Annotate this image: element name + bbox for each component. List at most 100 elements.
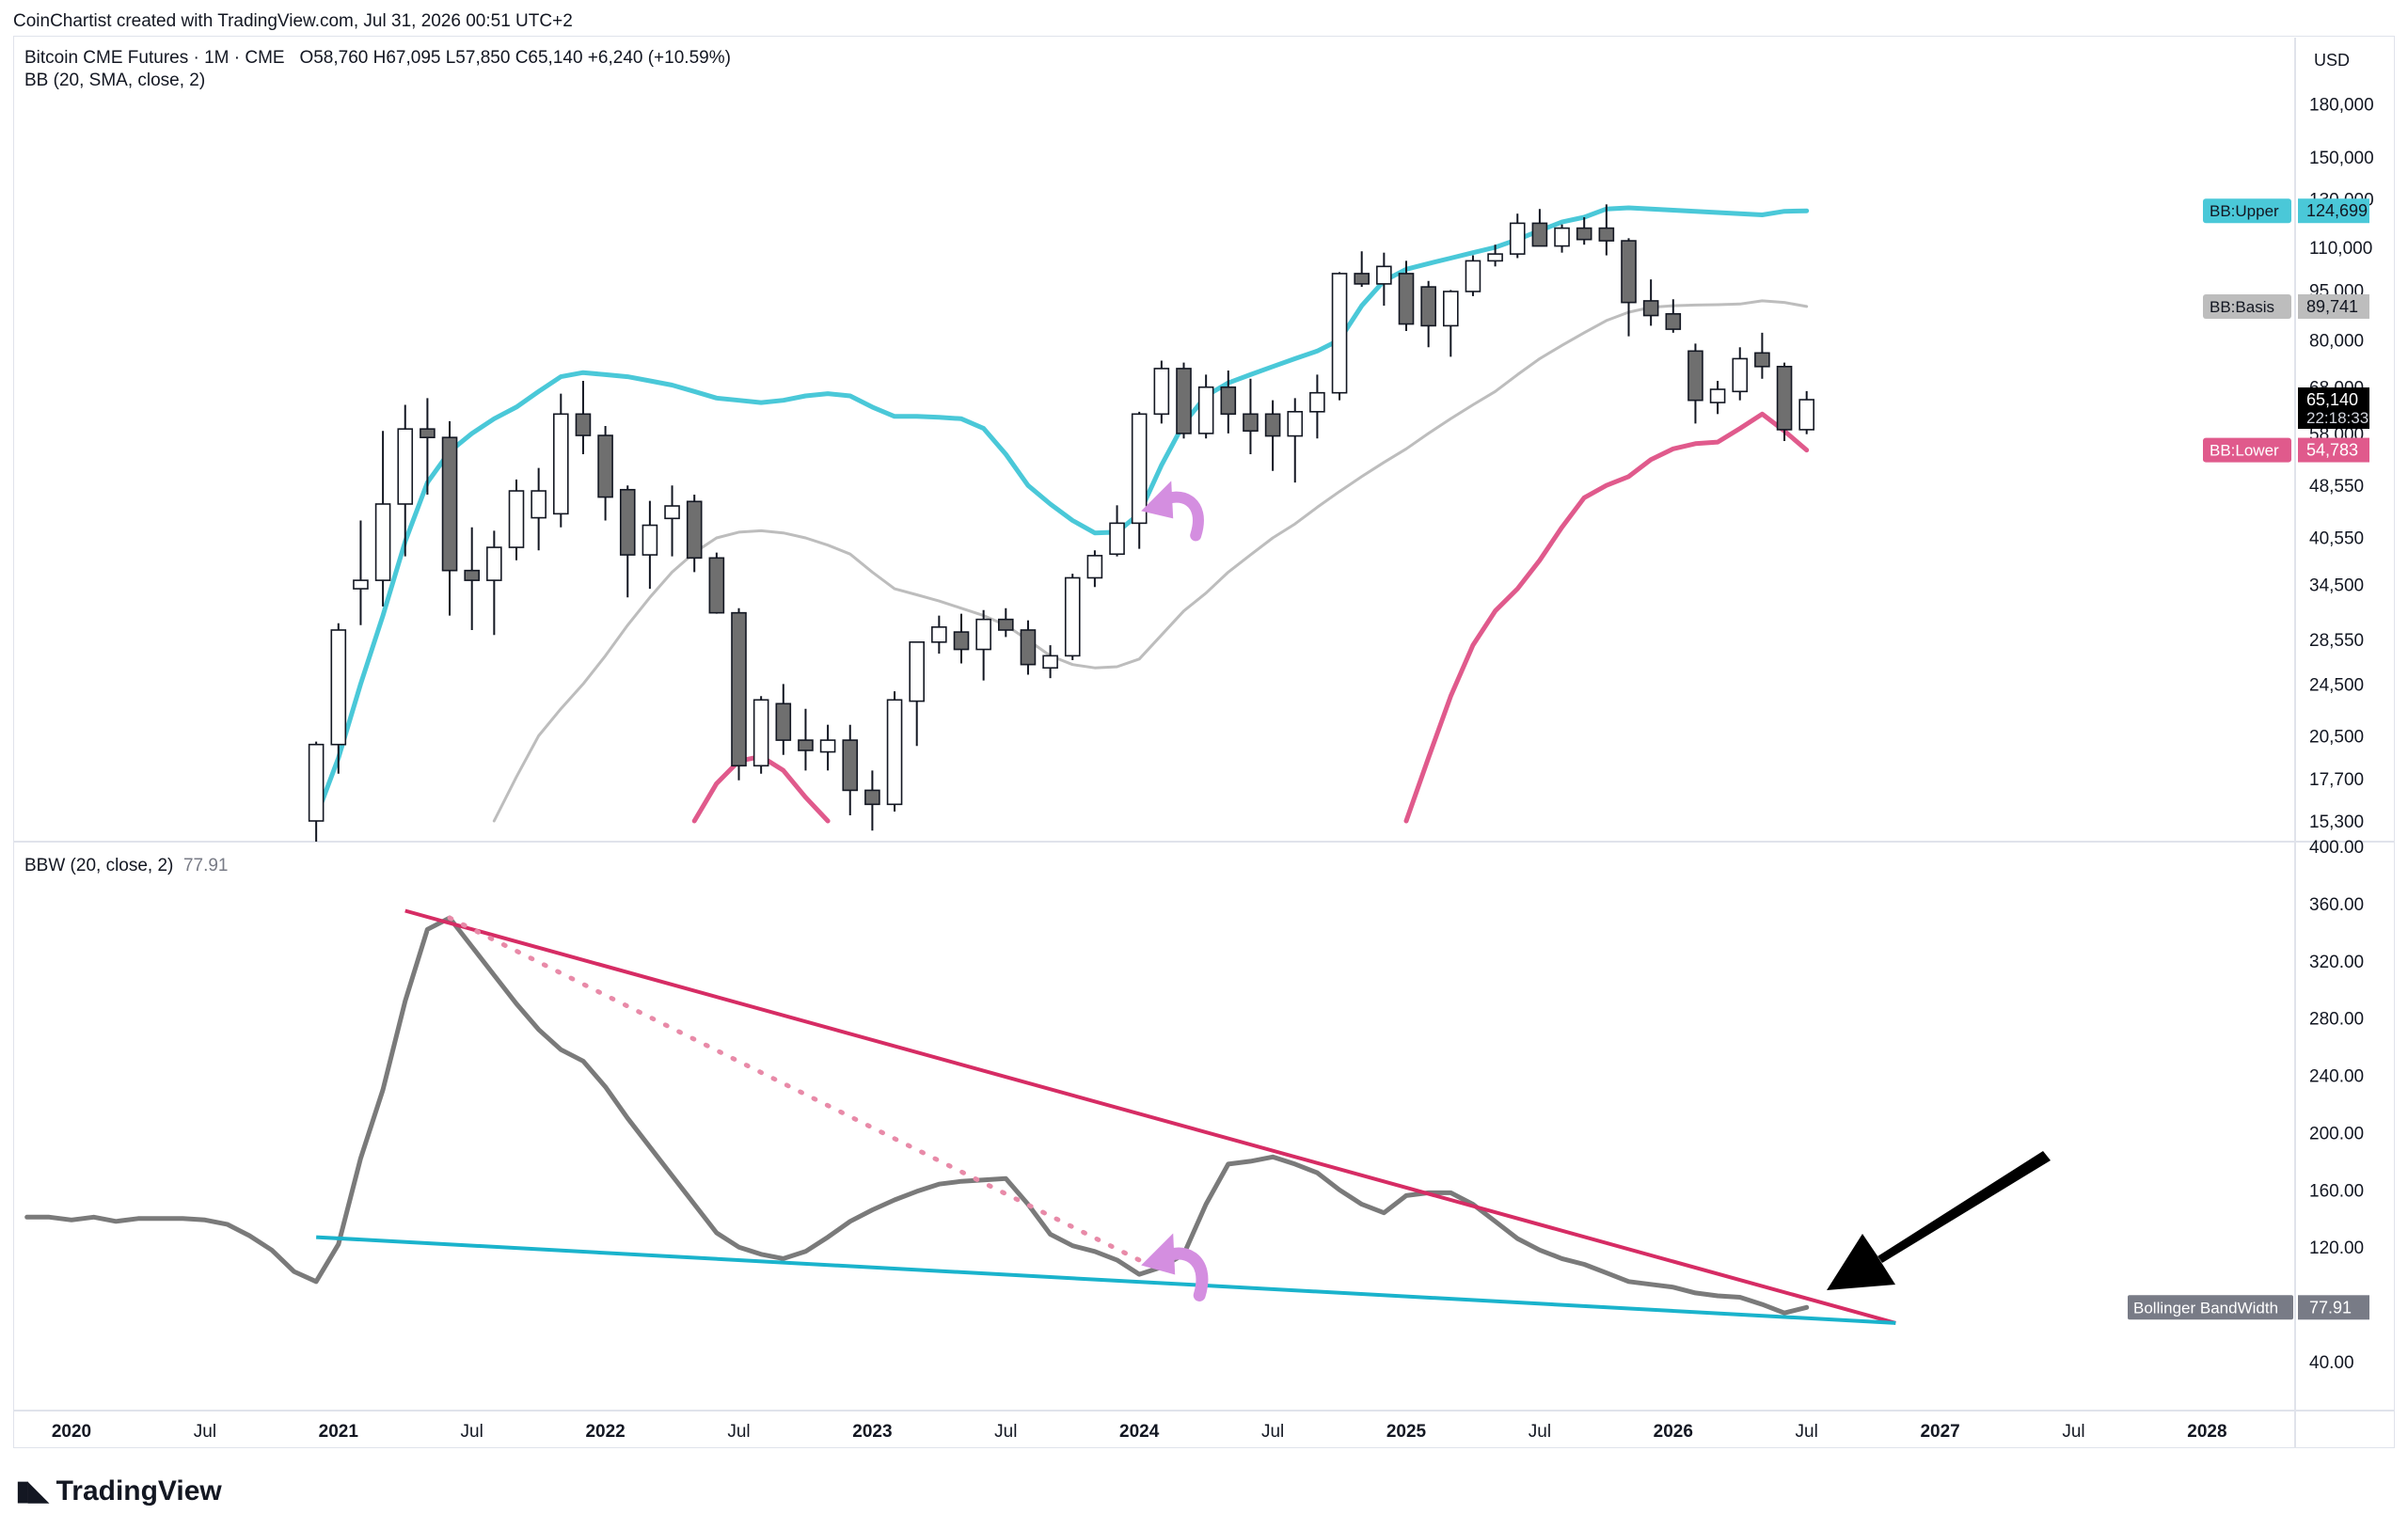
candle: [1243, 378, 1259, 455]
candle-body: [686, 500, 703, 560]
price-tag-value: 89,741: [2306, 297, 2358, 316]
bbw-pane: [24, 908, 2051, 1325]
price-tick-label: 34,500: [2309, 576, 2364, 596]
candle-body: [374, 503, 391, 581]
time-tick-label: 2027: [1920, 1422, 1959, 1442]
resistance-trendline: [404, 908, 1896, 1325]
candle: [1465, 255, 1481, 296]
candle-body: [798, 739, 814, 751]
candle-body: [1153, 368, 1170, 416]
candle-body: [1509, 222, 1526, 255]
candle-body: [1420, 286, 1436, 327]
candle: [775, 684, 792, 755]
time-tick-label: 2021: [319, 1422, 359, 1442]
candle-body: [1443, 291, 1459, 327]
candle-body: [1531, 222, 1548, 247]
candle: [1398, 260, 1415, 331]
candle-body: [1776, 365, 1793, 431]
candle: [420, 398, 436, 495]
legend-bbw-line[interactable]: BBW (20, close, 2) 77.91: [24, 856, 229, 876]
bbw-tick-label: 280.00: [2309, 1010, 2364, 1030]
candle-body: [1621, 240, 1637, 304]
candle-body: [397, 428, 414, 505]
candle: [1220, 371, 1237, 434]
price-tick-label: 17,700: [2309, 770, 2364, 790]
candle-body: [1487, 253, 1503, 262]
chart-frame[interactable]: [13, 36, 2395, 1448]
bb-upper-line: [313, 205, 1810, 820]
candle: [1665, 299, 1682, 333]
candle-body: [1598, 227, 1615, 242]
candle: [1798, 390, 1814, 434]
candle: [1709, 380, 1726, 415]
candle: [1487, 244, 1503, 267]
candle-body: [464, 569, 481, 581]
candle: [664, 485, 680, 557]
time-tick-label: Jul: [461, 1422, 483, 1442]
price-tag-value-bg: [2298, 387, 2369, 430]
time-tick-label: Jul: [194, 1422, 216, 1442]
candle-body: [508, 490, 525, 548]
time-tick-label: Jul: [1261, 1422, 1284, 1442]
candle: [441, 420, 458, 616]
legend-symbol-line[interactable]: Bitcoin CME Futures · 1M · CME O58,760 H…: [24, 48, 731, 69]
tradingview-mark-icon: ▮◣: [15, 1475, 50, 1506]
time-tick-label: 2022: [585, 1422, 625, 1442]
candle: [575, 380, 592, 455]
candle: [531, 467, 547, 551]
candle-body: [1086, 555, 1103, 579]
candle: [1509, 213, 1526, 259]
candle-body: [1732, 357, 1749, 393]
candle-body: [1754, 352, 1770, 368]
candle: [1064, 574, 1081, 660]
bbw-tick-label: 400.00: [2309, 838, 2364, 858]
candle-body: [775, 702, 792, 741]
time-tick-label: Jul: [2062, 1422, 2084, 1442]
time-tick-label: 2026: [1654, 1422, 1693, 1442]
price-tag-value-bg: [2298, 198, 2369, 224]
legend-bb[interactable]: BB (20, SMA, close, 2): [24, 71, 206, 90]
price-tick-label: 48,550: [2309, 477, 2364, 497]
candle: [1576, 216, 1592, 245]
candle: [864, 770, 880, 831]
bbw-tick-label: 240.00: [2309, 1067, 2364, 1087]
candle: [731, 607, 747, 781]
price-tag-name: BB:Basis: [2210, 298, 2274, 316]
candle: [619, 485, 636, 598]
big-arrow-icon: [1827, 1151, 2051, 1290]
candle-body: [819, 739, 836, 753]
candle-body: [1798, 399, 1814, 431]
bbw-tag-value: 77.91: [2309, 1298, 2352, 1317]
candle-body: [1176, 368, 1192, 434]
legend-bbw-value: 77.91: [182, 856, 229, 875]
candle: [397, 404, 414, 557]
price-tag-name: BB:Upper: [2210, 202, 2279, 220]
candle: [975, 609, 991, 681]
candle-body: [1576, 227, 1592, 241]
candle: [1732, 347, 1749, 401]
tradingview-logo[interactable]: ▮◣ TradingView: [15, 1475, 222, 1507]
candle: [1331, 272, 1348, 401]
candle: [886, 691, 903, 812]
candle-body: [909, 641, 926, 702]
countdown-label: 22:18:33: [2306, 409, 2368, 427]
candle-body: [886, 699, 903, 806]
price-tick-label: 40,550: [2309, 529, 2364, 549]
currency-label: USD: [2314, 51, 2350, 70]
candle: [374, 431, 391, 607]
candle: [842, 724, 859, 815]
price-tick-label: 150,000: [2309, 149, 2374, 168]
time-tick-label: 2028: [2187, 1422, 2226, 1442]
price-tag-value-bg: [2298, 437, 2369, 463]
candle: [1443, 290, 1459, 357]
bbw-tick-label: 160.00: [2309, 1181, 2364, 1201]
candle-body: [708, 557, 725, 614]
candle: [308, 741, 325, 842]
candle: [998, 607, 1014, 638]
time-tick-label: 2024: [1119, 1422, 1160, 1442]
candle: [1598, 204, 1615, 256]
candle-body: [1642, 300, 1659, 317]
candle: [353, 520, 369, 625]
candle-body: [842, 739, 859, 792]
